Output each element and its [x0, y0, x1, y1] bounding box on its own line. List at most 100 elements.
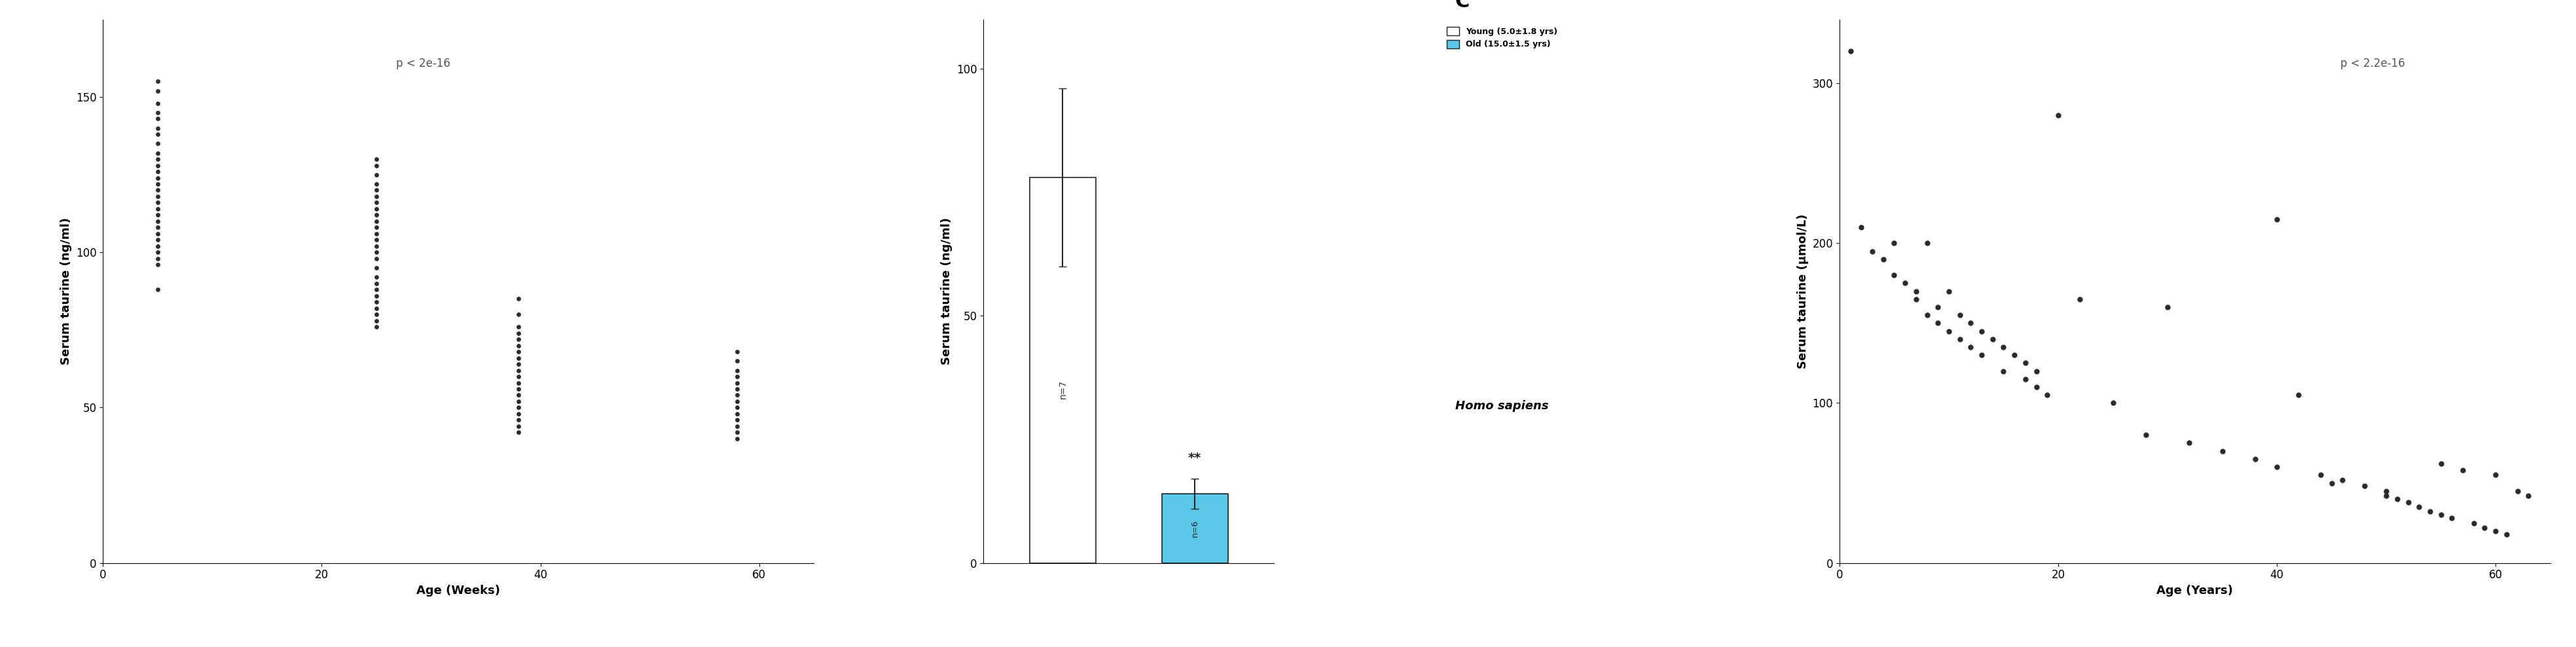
Point	[716, 421, 757, 432]
Point	[355, 192, 397, 202]
Point	[2321, 475, 2362, 485]
Point	[1842, 222, 1883, 232]
Point	[355, 216, 397, 226]
Point	[2432, 513, 2473, 523]
Point	[2388, 497, 2429, 507]
Point	[355, 170, 397, 180]
Point	[2344, 481, 2385, 491]
Point	[2365, 486, 2406, 496]
Point	[355, 160, 397, 171]
Point	[137, 114, 178, 124]
Point	[355, 285, 397, 295]
Point	[1873, 270, 1914, 280]
Point	[716, 378, 757, 388]
Point	[137, 76, 178, 87]
Point	[716, 384, 757, 394]
Point	[2277, 390, 2318, 400]
Point	[1852, 246, 1893, 256]
Text: n=7: n=7	[1059, 380, 1066, 399]
Point	[355, 247, 397, 258]
Point	[1873, 238, 1914, 248]
Point	[1896, 294, 1937, 304]
Point	[355, 241, 397, 251]
Point	[137, 138, 178, 149]
Point	[716, 415, 757, 425]
Point	[716, 356, 757, 366]
Point	[716, 409, 757, 419]
Point	[2146, 302, 2187, 313]
Point	[2421, 459, 2463, 469]
Point	[1917, 318, 1958, 328]
Point	[355, 291, 397, 301]
Point	[137, 216, 178, 226]
Point	[1984, 366, 2025, 377]
Point	[355, 179, 397, 189]
Point	[355, 309, 397, 320]
Y-axis label: Serum taurine (ng/ml): Serum taurine (ng/ml)	[62, 217, 72, 365]
Point	[497, 340, 538, 351]
Point	[137, 259, 178, 270]
Y-axis label: Serum taurine (ng/ml): Serum taurine (ng/ml)	[940, 217, 953, 365]
Point	[355, 263, 397, 273]
Point	[355, 322, 397, 332]
Point	[716, 396, 757, 406]
Point	[497, 371, 538, 382]
Point	[137, 173, 178, 183]
Point	[716, 390, 757, 400]
Point	[1906, 310, 1947, 320]
Point	[497, 396, 538, 406]
Point	[1929, 286, 1971, 296]
Text: **: **	[1188, 452, 1200, 464]
Point	[137, 154, 178, 164]
Point	[716, 365, 757, 375]
Point	[355, 154, 397, 164]
Point	[1862, 254, 1904, 265]
Point	[137, 185, 178, 195]
Bar	[1030, 177, 1095, 563]
Point	[137, 235, 178, 245]
Point	[2409, 507, 2450, 517]
Point	[137, 160, 178, 171]
Point	[1950, 342, 1991, 352]
Point	[355, 204, 397, 214]
Point	[1940, 310, 1981, 320]
Point	[2398, 502, 2439, 512]
Point	[497, 365, 538, 375]
Point	[137, 107, 178, 118]
Point	[137, 85, 178, 96]
Point	[2058, 294, 2099, 304]
Point	[355, 316, 397, 326]
Point	[2014, 366, 2056, 377]
Point	[2004, 374, 2045, 384]
Point	[1929, 326, 1971, 336]
Point	[2421, 510, 2463, 520]
Point	[2300, 470, 2342, 480]
Point	[2257, 462, 2298, 472]
Point	[497, 427, 538, 437]
Point	[2092, 398, 2133, 408]
Point	[1984, 342, 2025, 352]
Bar	[1162, 494, 1229, 563]
Point	[2169, 438, 2210, 448]
Point	[497, 334, 538, 344]
Point	[716, 433, 757, 444]
Point	[2442, 465, 2483, 476]
Point	[355, 223, 397, 233]
Point	[497, 378, 538, 388]
Point	[497, 409, 538, 419]
Point	[2125, 430, 2166, 440]
Point	[355, 272, 397, 282]
Point	[137, 210, 178, 220]
Point	[716, 402, 757, 413]
Point	[497, 353, 538, 363]
Point	[355, 210, 397, 220]
Point	[2486, 529, 2527, 540]
Point	[2233, 454, 2275, 464]
Point	[2378, 494, 2419, 504]
Point	[1940, 334, 1981, 344]
Point	[2257, 214, 2298, 225]
Point	[497, 328, 538, 338]
Point	[497, 322, 538, 332]
Point	[1950, 318, 1991, 328]
Point	[2202, 446, 2244, 456]
